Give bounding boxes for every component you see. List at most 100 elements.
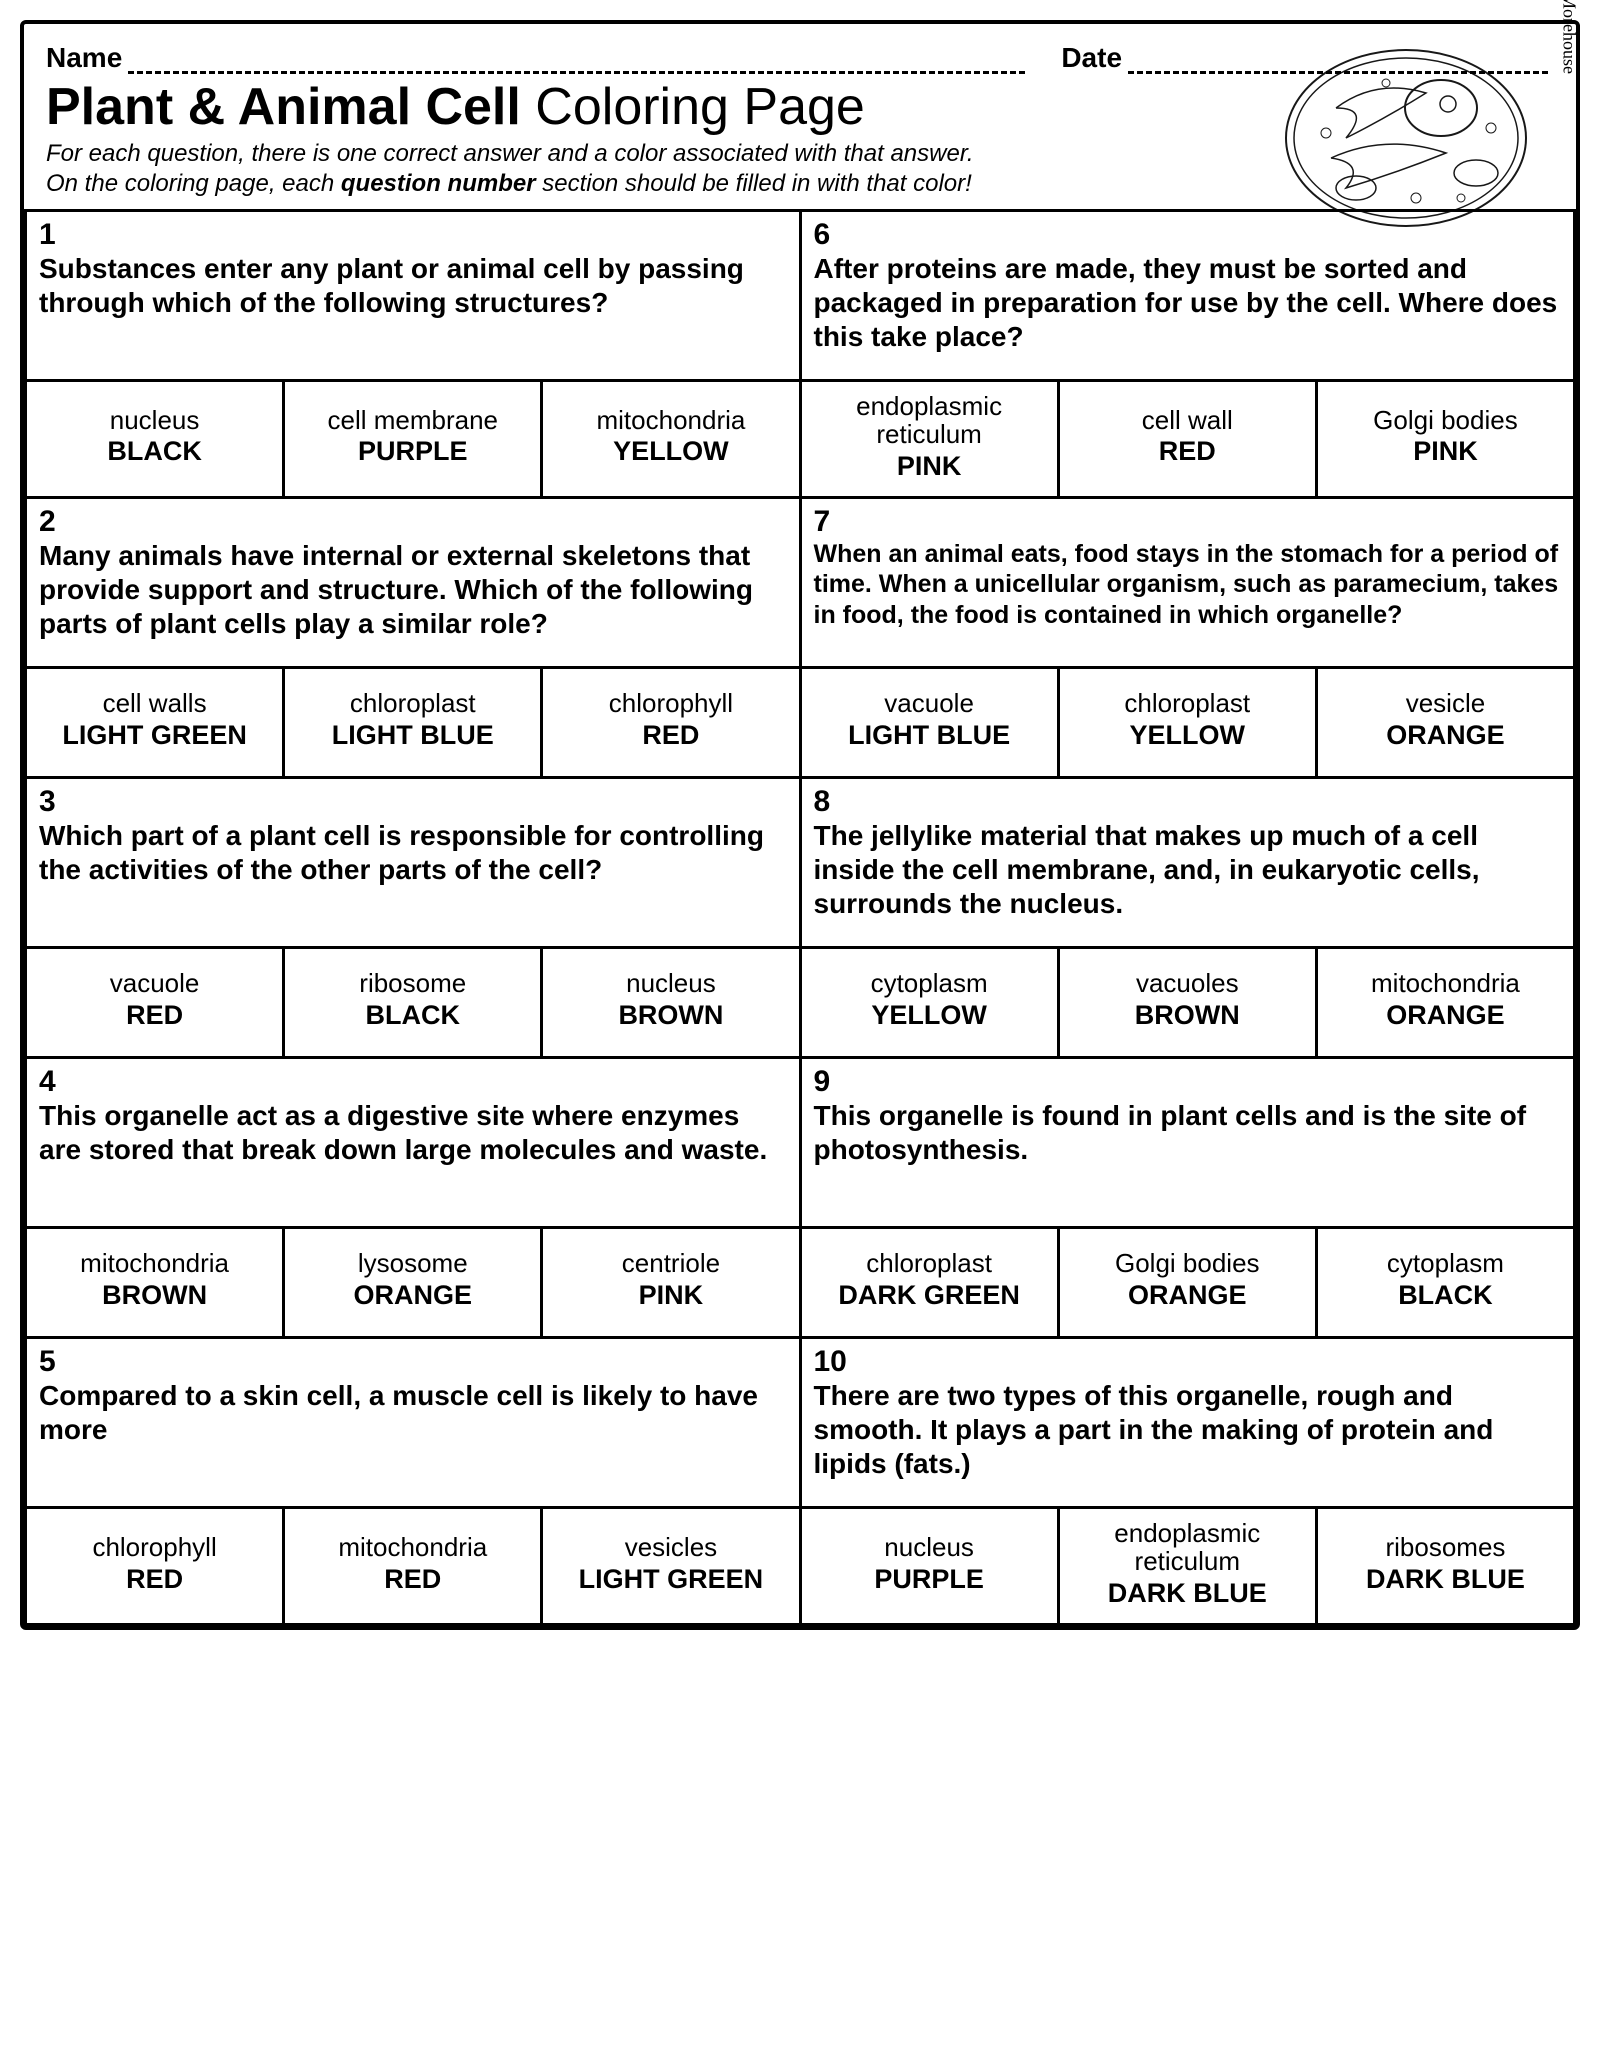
answer-name: nucleus — [31, 406, 278, 435]
answer-color: LIGHT BLUE — [806, 720, 1053, 751]
answer-cell[interactable]: nucleusBLACK — [27, 382, 285, 499]
answer-cell[interactable]: vesicleORANGE — [1318, 669, 1576, 779]
answer-name: mitochondria — [31, 1249, 278, 1278]
answer-name: chloroplast — [1064, 689, 1311, 718]
question-text: Substances enter any plant or animal cel… — [39, 252, 787, 320]
answer-cell[interactable]: ribosomesDARK BLUE — [1318, 1509, 1576, 1626]
answer-color: DARK BLUE — [1064, 1578, 1311, 1609]
answer-color: LIGHT GREEN — [31, 720, 278, 751]
answer-color: LIGHT GREEN — [547, 1564, 794, 1595]
question-cell: 3Which part of a plant cell is responsib… — [27, 779, 802, 949]
answer-name: cell wall — [1064, 406, 1311, 435]
answer-name: Golgi bodies — [1064, 1249, 1311, 1278]
answer-name: mitochondria — [289, 1533, 536, 1562]
answer-color: BROWN — [547, 1000, 794, 1031]
cell-diagram-icon — [1276, 38, 1536, 238]
answer-color: PURPLE — [289, 436, 536, 467]
answer-name: cell membrane — [289, 406, 536, 435]
question-text: This organelle act as a digestive site w… — [39, 1099, 787, 1167]
question-number: 7 — [814, 507, 1562, 537]
answer-color: PINK — [806, 451, 1053, 482]
answer-cell[interactable]: mitochondriaRED — [285, 1509, 543, 1626]
answer-cell[interactable]: ribosomeBLACK — [285, 949, 543, 1059]
answer-cell[interactable]: cytoplasmYELLOW — [802, 949, 1060, 1059]
question-cell: 7When an animal eats, food stays in the … — [802, 499, 1577, 669]
answer-color: DARK BLUE — [1322, 1564, 1569, 1595]
title-rest: Coloring Page — [521, 78, 865, 136]
answer-name: vacuole — [31, 969, 278, 998]
instr-line1: For each question, there is one correct … — [46, 140, 974, 167]
question-cell: 10There are two types of this organelle,… — [802, 1339, 1577, 1509]
answer-cell[interactable]: cell wallRED — [1060, 382, 1318, 499]
answer-cell[interactable]: vesiclesLIGHT GREEN — [543, 1509, 801, 1626]
answer-name: chlorophyll — [547, 689, 794, 718]
answer-color: ORANGE — [1322, 1000, 1569, 1031]
answer-name: chloroplast — [289, 689, 536, 718]
date-label: Date — [1061, 42, 1122, 74]
questions-grid: 1Substances enter any plant or animal ce… — [24, 209, 1576, 1626]
answer-name: cytoplasm — [1322, 1249, 1569, 1278]
answer-cell[interactable]: chloroplastYELLOW — [1060, 669, 1318, 779]
question-cell: 9This organelle is found in plant cells … — [802, 1059, 1577, 1229]
instr-keyword: question number — [341, 170, 536, 197]
name-input-line[interactable] — [128, 48, 1025, 74]
answer-cell[interactable]: nucleusBROWN — [543, 949, 801, 1059]
instr-line2c: section should be filled in with that co… — [536, 170, 972, 197]
answer-cell[interactable]: chloroplastDARK GREEN — [802, 1229, 1060, 1339]
copyright-text: © 2017 Tammy Morehouse — [1559, 0, 1580, 74]
answer-cell[interactable]: vacuoleLIGHT BLUE — [802, 669, 1060, 779]
answer-name: nucleus — [806, 1533, 1053, 1562]
answer-cell[interactable]: mitochondriaBROWN — [27, 1229, 285, 1339]
answer-color: RED — [31, 1000, 278, 1031]
answer-color: RED — [31, 1564, 278, 1595]
answer-color: ORANGE — [1064, 1280, 1311, 1311]
question-number: 1 — [39, 220, 787, 250]
question-text: There are two types of this organelle, r… — [814, 1379, 1562, 1481]
answer-color: RED — [289, 1564, 536, 1595]
answer-color: ORANGE — [1322, 720, 1569, 751]
answer-name: ribosomes — [1322, 1533, 1569, 1562]
answer-cell[interactable]: vacuolesBROWN — [1060, 949, 1318, 1059]
answer-name: Golgi bodies — [1322, 406, 1569, 435]
answer-name: centriole — [547, 1249, 794, 1278]
answer-name: chloroplast — [806, 1249, 1053, 1278]
answer-cell[interactable]: lysosomeORANGE — [285, 1229, 543, 1339]
answer-name: mitochondria — [547, 406, 794, 435]
answer-cell[interactable]: centriolePINK — [543, 1229, 801, 1339]
question-cell: 8The jellylike material that makes up mu… — [802, 779, 1577, 949]
question-text: Compared to a skin cell, a muscle cell i… — [39, 1379, 787, 1447]
answer-cell[interactable]: vacuoleRED — [27, 949, 285, 1059]
answer-cell[interactable]: Golgi bodiesPINK — [1318, 382, 1576, 499]
answer-color: PURPLE — [806, 1564, 1053, 1595]
answer-cell[interactable]: cytoplasmBLACK — [1318, 1229, 1576, 1339]
question-text: This organelle is found in plant cells a… — [814, 1099, 1562, 1167]
answer-color: PINK — [547, 1280, 794, 1311]
answer-cell[interactable]: chlorophyllRED — [543, 669, 801, 779]
name-label: Name — [46, 42, 122, 74]
question-number: 8 — [814, 787, 1562, 817]
answer-cell[interactable]: chloroplastLIGHT BLUE — [285, 669, 543, 779]
answer-color: YELLOW — [1064, 720, 1311, 751]
answer-name: mitochondria — [1322, 969, 1569, 998]
answer-color: RED — [1064, 436, 1311, 467]
answer-cell[interactable]: nucleusPURPLE — [802, 1509, 1060, 1626]
answer-cell[interactable]: cell membranePURPLE — [285, 382, 543, 499]
answer-name: cytoplasm — [806, 969, 1053, 998]
answer-cell[interactable]: chlorophyllRED — [27, 1509, 285, 1626]
answer-color: LIGHT BLUE — [289, 720, 536, 751]
answer-cell[interactable]: mitochondriaYELLOW — [543, 382, 801, 499]
question-text: When an animal eats, food stays in the s… — [814, 539, 1562, 631]
question-number: 5 — [39, 1347, 787, 1377]
question-cell: 5Compared to a skin cell, a muscle cell … — [27, 1339, 802, 1509]
answer-cell[interactable]: Golgi bodiesORANGE — [1060, 1229, 1318, 1339]
answer-cell[interactable]: cell wallsLIGHT GREEN — [27, 669, 285, 779]
answer-cell[interactable]: endoplasmic reticulumDARK BLUE — [1060, 1509, 1318, 1626]
answer-name: vesicles — [547, 1533, 794, 1562]
answer-name: cell walls — [31, 689, 278, 718]
answer-cell[interactable]: endoplasmic reticulumPINK — [802, 382, 1060, 499]
title-bold: Plant & Animal Cell — [46, 78, 521, 136]
answer-color: PINK — [1322, 436, 1569, 467]
answer-name: vacuoles — [1064, 969, 1311, 998]
question-number: 10 — [814, 1347, 1562, 1377]
answer-cell[interactable]: mitochondriaORANGE — [1318, 949, 1576, 1059]
